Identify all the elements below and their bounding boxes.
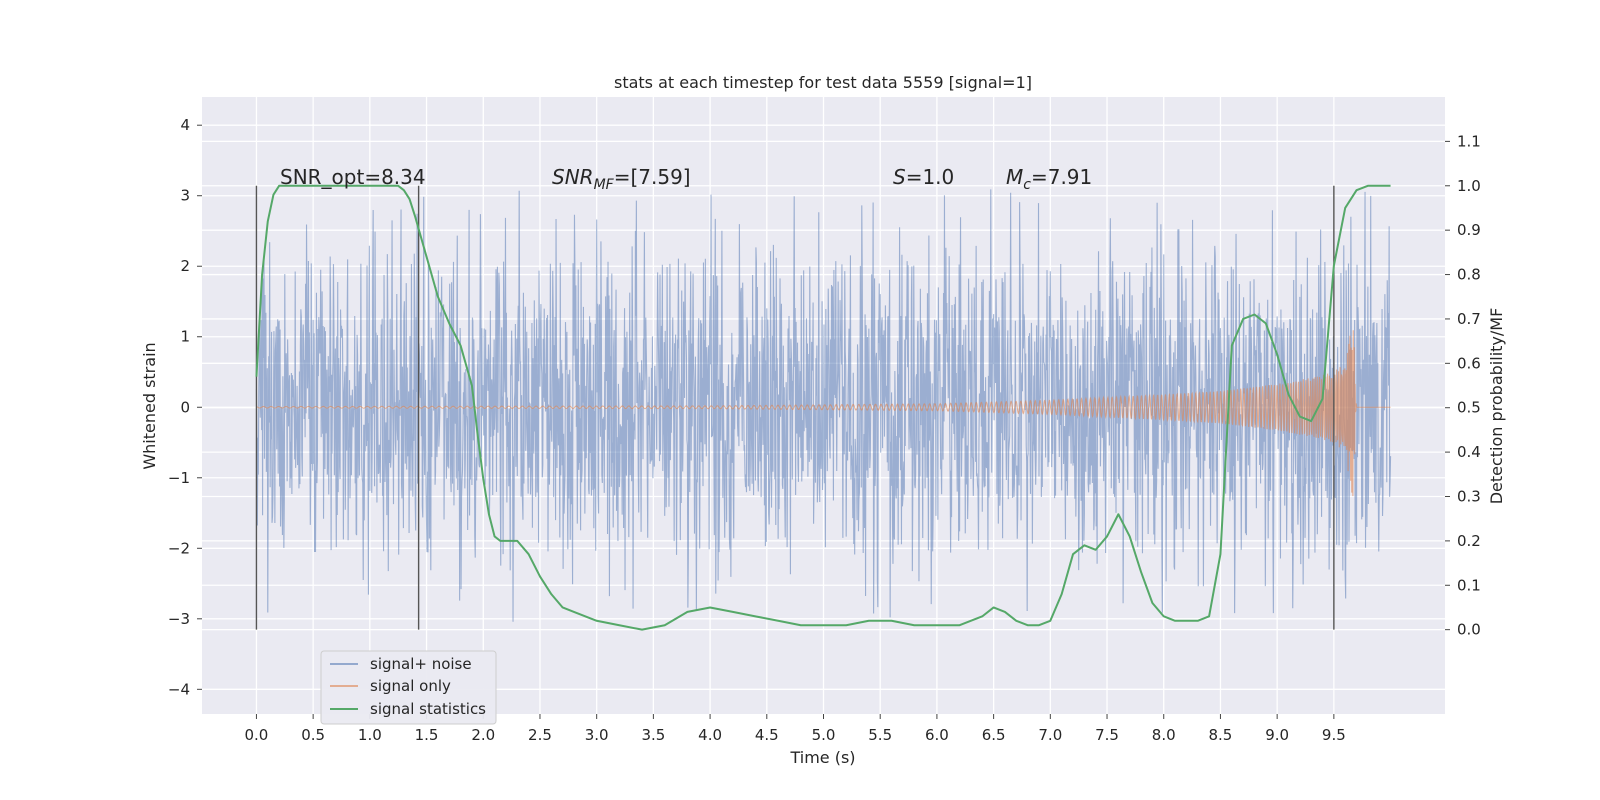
- y-left-tick-label: 3: [180, 187, 190, 205]
- y-right-tick-label: 0.6: [1457, 354, 1481, 372]
- x-tick-label: 4.0: [698, 726, 722, 744]
- annotation-snr-mf-value: =[7.59]: [614, 165, 691, 189]
- x-tick-label: 0.0: [245, 726, 269, 744]
- annotation-snr-mf: SNRMF=[7.59]: [552, 165, 691, 193]
- legend: signal+ noise signal only signal statist…: [320, 650, 497, 725]
- x-tick-label: 2.5: [528, 726, 552, 744]
- x-tick-label: 2.0: [471, 726, 495, 744]
- annotation-s: S=1.0: [893, 165, 954, 189]
- signal-statistics-line: [255, 184, 1391, 631]
- legend-box: [320, 650, 497, 725]
- x-axis-ticks: 0.0 0.5 1.0 1.5 2.0 2.5 3.0 3.5 4.0 4.5 5.0 5.5 6.0 6…: [245, 714, 1346, 744]
- x-tick-label: 6.0: [925, 726, 949, 744]
- y-right-tick-label: 0.8: [1457, 266, 1481, 284]
- vertical-markers: [255, 185, 1335, 630]
- y-axis-right-label: Detection probability/MF: [1487, 308, 1506, 505]
- y-right-tick-label: 0.5: [1457, 399, 1481, 417]
- y-right-tick-label: 0.9: [1457, 221, 1481, 239]
- y-axis-left-label: Whitened strain: [140, 342, 159, 469]
- y-left-tick-label: −4: [168, 680, 190, 698]
- annotation-mc-value: =7.91: [1031, 165, 1092, 189]
- y-axis-left-ticks: −4 −3 −2 −1 0 1 2 3 4: [168, 116, 202, 698]
- annotation-snr-mf-sub: MF: [594, 177, 615, 193]
- x-tick-label: 0.5: [301, 726, 325, 744]
- signal-only-line: [256, 330, 1391, 497]
- x-axis-label: Time (s): [789, 748, 855, 767]
- y-axis-right-ticks: 0.0 0.1 0.2 0.3 0.4 0.5 0.6 0.7 0.8 0.9 1.0 1.1: [1445, 132, 1481, 639]
- y-left-tick-label: 1: [180, 328, 190, 346]
- annotation-s-main: S: [893, 165, 906, 189]
- x-tick-label: 1.0: [358, 726, 382, 744]
- y-right-tick-label: 0.1: [1457, 576, 1481, 594]
- series-signal-statistics: [255, 184, 1391, 631]
- chart-title: stats at each timestep for test data 555…: [614, 73, 1032, 92]
- x-tick-label: 1.5: [415, 726, 439, 744]
- x-tick-label: 5.0: [812, 726, 836, 744]
- x-tick-label: 3.0: [585, 726, 609, 744]
- annotation-snr-opt: SNR_opt=8.34: [280, 165, 426, 189]
- annotation-s-value: =1.0: [906, 165, 955, 189]
- annotations: SNR_opt=8.34 SNRMF=[7.59] S=1.0 Mc=7.91: [280, 165, 1092, 193]
- y-right-tick-label: 0.4: [1457, 443, 1481, 461]
- x-tick-label: 9.5: [1322, 726, 1346, 744]
- x-tick-label: 7.5: [1095, 726, 1119, 744]
- x-tick-label: 5.5: [868, 726, 892, 744]
- legend-label-signal-only: signal only: [370, 677, 451, 695]
- y-left-tick-label: 2: [180, 257, 190, 275]
- x-tick-label: 7.0: [1038, 726, 1062, 744]
- y-left-tick-label: 4: [180, 116, 190, 134]
- y-right-tick-label: 0.0: [1457, 621, 1481, 639]
- annotation-mc-sub: c: [1023, 177, 1031, 193]
- y-left-tick-label: −1: [168, 469, 190, 487]
- legend-label-signal-statistics: signal statistics: [370, 700, 486, 718]
- x-tick-label: 9.0: [1265, 726, 1289, 744]
- x-tick-label: 6.5: [982, 726, 1006, 744]
- series-signal-only: [256, 330, 1391, 497]
- x-tick-label: 8.0: [1152, 726, 1176, 744]
- annotation-mc-main: M: [1006, 165, 1023, 189]
- annotation-mc: Mc=7.91: [1006, 165, 1092, 193]
- legend-label-signal-noise: signal+ noise: [370, 655, 472, 673]
- x-tick-label: 4.5: [755, 726, 779, 744]
- y-right-tick-label: 0.3: [1457, 487, 1481, 505]
- x-tick-label: 3.5: [641, 726, 665, 744]
- annotation-snr-mf-main: SNR: [552, 165, 594, 189]
- y-right-tick-label: 1.1: [1457, 132, 1481, 150]
- y-right-tick-label: 1.0: [1457, 177, 1481, 195]
- y-right-tick-label: 0.2: [1457, 532, 1481, 550]
- y-left-tick-label: −2: [168, 539, 190, 557]
- y-left-tick-label: 0: [180, 398, 190, 416]
- y-left-tick-label: −3: [168, 610, 190, 628]
- x-tick-label: 8.5: [1209, 726, 1233, 744]
- y-right-tick-label: 0.7: [1457, 310, 1481, 328]
